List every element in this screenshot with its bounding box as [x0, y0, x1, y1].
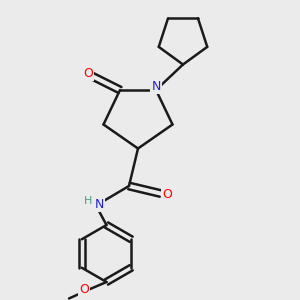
Text: O: O — [84, 67, 93, 80]
Text: H: H — [83, 196, 92, 206]
Text: O: O — [79, 283, 89, 296]
Text: N: N — [151, 80, 161, 93]
Text: O: O — [162, 188, 172, 202]
Text: N: N — [94, 197, 104, 211]
